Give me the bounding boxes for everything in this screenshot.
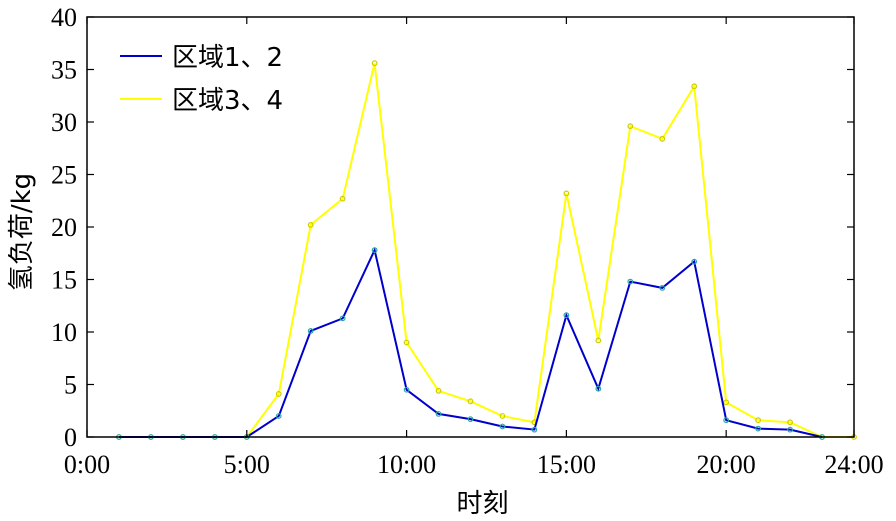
plot-frame bbox=[86, 16, 855, 438]
data-point bbox=[755, 417, 762, 424]
data-point bbox=[531, 426, 538, 433]
data-point bbox=[627, 123, 634, 130]
x-tick-label: 0:00 bbox=[64, 450, 110, 479]
data-point bbox=[307, 328, 314, 334]
data-point bbox=[435, 411, 442, 417]
series-line-2 bbox=[119, 62, 854, 438]
data-point bbox=[307, 221, 314, 228]
data-point bbox=[275, 413, 282, 419]
x-axis-title: 时刻 bbox=[456, 489, 508, 519]
data-point bbox=[627, 278, 634, 285]
y-tick-label: 0 bbox=[64, 423, 77, 452]
y-tick-label: 20 bbox=[51, 213, 77, 242]
x-tick-label: 5:00 bbox=[224, 450, 270, 479]
legend: 区域1、2 区域3、4 bbox=[120, 43, 283, 116]
data-point bbox=[371, 60, 378, 67]
axes: 0 5 10 15 20 25 30 35 40 0:00 5:00 10:00 15:00 20:00 2… bbox=[7, 3, 884, 519]
data-point bbox=[467, 416, 474, 423]
data-point bbox=[787, 419, 793, 426]
y-tick-label: 35 bbox=[51, 56, 77, 85]
data-point bbox=[787, 426, 793, 433]
y-axis-title: 氢负荷/kg bbox=[7, 173, 37, 291]
plot-area bbox=[116, 60, 857, 440]
x-tick-label: 24:00 bbox=[824, 450, 883, 479]
x-tick-label: 20:00 bbox=[697, 450, 756, 479]
x-tick-label: 10:00 bbox=[377, 450, 436, 479]
data-point bbox=[723, 399, 730, 406]
data-point bbox=[595, 337, 602, 344]
data-point bbox=[435, 387, 442, 394]
data-point bbox=[339, 195, 346, 202]
data-point bbox=[275, 391, 282, 397]
y-tick-label: 30 bbox=[51, 108, 77, 137]
y-tick-label: 15 bbox=[51, 266, 77, 295]
data-point bbox=[755, 425, 762, 432]
data-point bbox=[723, 417, 730, 424]
data-point bbox=[467, 398, 474, 405]
y-tick-label: 40 bbox=[51, 3, 77, 32]
series-line-1 bbox=[119, 247, 823, 438]
data-point bbox=[563, 190, 570, 197]
y-tick-label: 10 bbox=[51, 318, 77, 347]
data-point bbox=[403, 339, 410, 346]
data-point bbox=[659, 135, 666, 142]
data-point bbox=[563, 312, 570, 319]
y-tick-label: 5 bbox=[64, 371, 77, 400]
data-point bbox=[371, 247, 378, 254]
data-point bbox=[595, 385, 602, 392]
data-point bbox=[691, 83, 698, 90]
legend-label-2: 区域3、4 bbox=[172, 86, 283, 116]
data-point bbox=[403, 386, 410, 393]
y-tick-label: 25 bbox=[51, 161, 77, 190]
data-point bbox=[339, 315, 346, 322]
data-point bbox=[691, 258, 698, 265]
legend-label-1: 区域1、2 bbox=[172, 43, 283, 73]
data-point bbox=[659, 285, 666, 291]
x-tick-label: 15:00 bbox=[537, 450, 596, 479]
data-point bbox=[499, 423, 506, 430]
data-point bbox=[499, 413, 506, 419]
